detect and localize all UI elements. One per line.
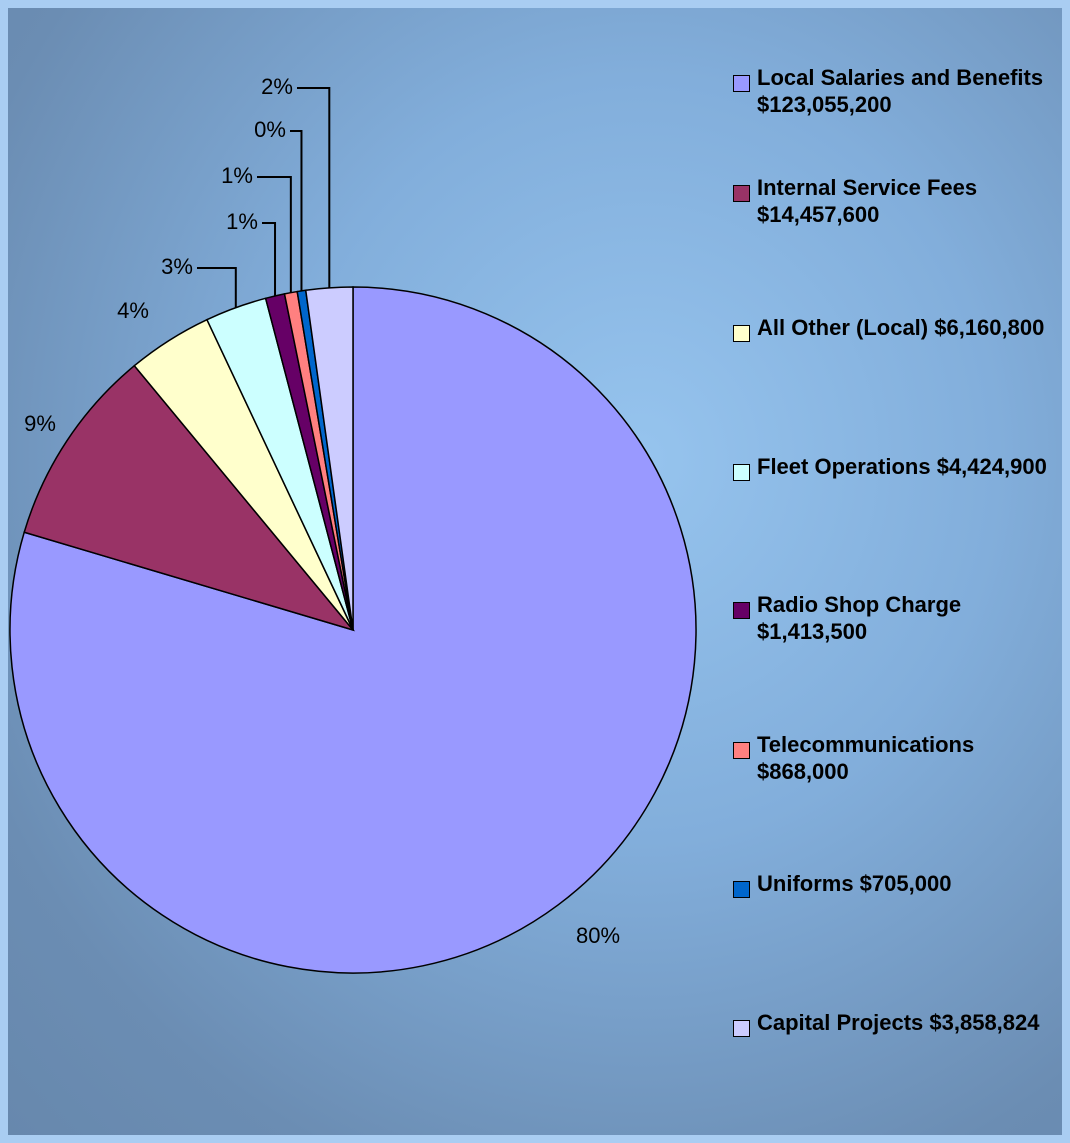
legend-label: Capital Projects $3,858,824 (757, 1010, 1040, 1035)
legend-label: Internal Service Fees $14,457,600 (757, 175, 978, 227)
leader-line (257, 176, 292, 293)
leader-line (297, 87, 331, 288)
legend-label: Telecommunications $868,000 (757, 732, 975, 784)
legend-swatch (733, 742, 750, 759)
data-label: 0% (254, 117, 286, 142)
data-label: 80% (576, 923, 620, 948)
data-label: 1% (226, 209, 258, 234)
data-label: 1% (221, 163, 253, 188)
legend-label: Uniforms $705,000 (757, 871, 952, 896)
leader-line (197, 267, 237, 308)
legend-swatch (733, 602, 750, 619)
leader-line (262, 222, 277, 296)
legend-swatch (733, 185, 750, 202)
data-label: 3% (161, 254, 193, 279)
legend-label: Fleet Operations $4,424,900 (757, 454, 1047, 479)
legend-label: Radio Shop Charge $1,413,500 (757, 592, 962, 644)
legend-swatch (733, 1020, 750, 1037)
pie-slice (23, 364, 356, 632)
legend-label: All Other (Local) $6,160,800 (757, 315, 1045, 340)
legend-swatch (733, 75, 750, 92)
legend-swatch (733, 464, 750, 481)
pie-slice (304, 286, 354, 631)
legend-swatch (733, 325, 750, 342)
data-label: 2% (261, 74, 293, 99)
data-label: 9% (24, 411, 56, 436)
leader-line (290, 130, 303, 291)
legend-swatch (733, 881, 750, 898)
legend-label: Local Salaries and Benefits $123,055,200 (757, 65, 1044, 117)
data-label: 4% (117, 298, 149, 323)
